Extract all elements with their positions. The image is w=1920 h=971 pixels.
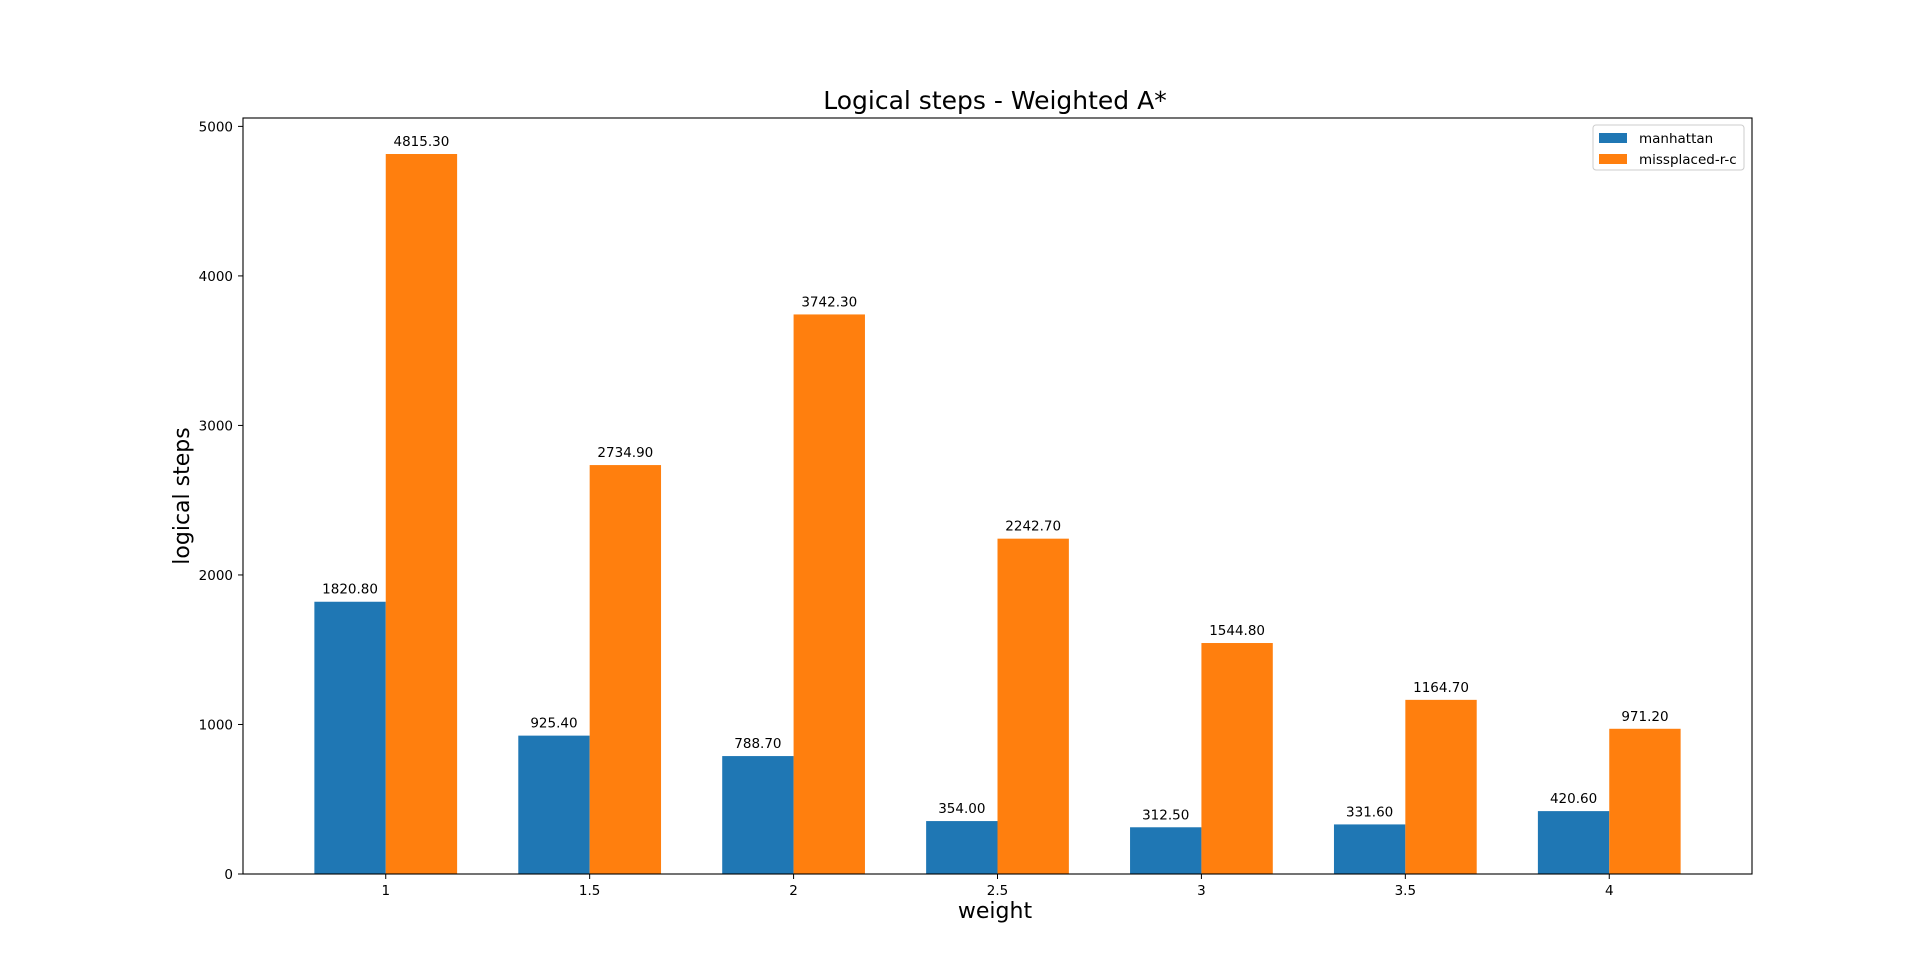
data-label-manhattan-4: 312.50	[1142, 807, 1189, 823]
data-label-missplaced-r-c-6: 971.20	[1621, 709, 1668, 725]
bar-manhattan-6	[1537, 811, 1610, 874]
x-axis-title: weight	[958, 899, 1033, 924]
bar-manhattan-4	[1130, 827, 1202, 874]
bar-manhattan-3	[926, 821, 998, 874]
data-label-manhattan-0: 1820.80	[322, 582, 378, 598]
y-tick-label-4: 4000	[199, 269, 233, 285]
legend-swatch-missplaced-r-c	[1599, 154, 1627, 164]
y-tick-label-1: 1000	[199, 717, 233, 733]
legend-label-missplaced-r-c: missplaced-r-c	[1639, 152, 1737, 168]
bar-manhattan-5	[1333, 824, 1406, 874]
x-tick-label-5: 3.5	[1395, 883, 1416, 899]
bar-missplaced-r-c-5	[1405, 699, 1477, 874]
bar-missplaced-r-c-0	[385, 154, 458, 874]
bar-manhattan-0	[314, 601, 386, 874]
data-label-manhattan-6: 420.60	[1550, 791, 1597, 807]
data-label-missplaced-r-c-0: 4815.30	[394, 134, 450, 150]
data-labels-layer: 1820.80 925.40 788.70 354.00 312.50 331.60 420…	[322, 134, 1668, 823]
x-tick-label-1: 1.5	[579, 883, 600, 899]
x-tick-label-6: 4	[1605, 883, 1614, 899]
bar-manhattan-2	[722, 756, 794, 874]
y-tick-label-5: 5000	[199, 119, 233, 135]
data-label-missplaced-r-c-2: 3742.30	[801, 294, 857, 310]
bar-missplaced-r-c-3	[997, 538, 1069, 874]
bar-missplaced-r-c-2	[793, 314, 865, 874]
y-tick-label-3: 3000	[199, 418, 233, 434]
x-tick-label-0: 1	[381, 883, 390, 899]
x-tick-label-3: 2.5	[987, 883, 1008, 899]
data-label-missplaced-r-c-5: 1164.70	[1413, 680, 1469, 696]
legend: manhattan missplaced-r-c	[1592, 124, 1745, 171]
data-label-missplaced-r-c-4: 1544.80	[1209, 623, 1265, 639]
data-label-manhattan-3: 354.00	[938, 801, 985, 817]
data-label-manhattan-2: 788.70	[734, 736, 781, 752]
legend-box	[1592, 124, 1745, 171]
x-tick-label-4: 3	[1197, 883, 1206, 899]
bar-missplaced-r-c-1	[589, 465, 662, 874]
data-label-missplaced-r-c-3: 2242.70	[1005, 519, 1061, 535]
data-label-missplaced-r-c-1: 2734.90	[597, 445, 653, 461]
x-tick-label-2: 2	[789, 883, 798, 899]
data-label-manhattan-1: 925.40	[530, 716, 577, 732]
y-tick-label-2: 2000	[199, 568, 233, 584]
bar-manhattan-1	[518, 735, 590, 874]
bar-missplaced-r-c-4	[1201, 643, 1273, 874]
axes-layer: 0 1000 2000 3000 4000 5000 1 1.5 2 2.5 3 3.5 4	[199, 117, 1753, 899]
y-axis-title: logical steps	[170, 427, 195, 564]
bar-missplaced-r-c-6	[1609, 728, 1681, 874]
legend-swatch-manhattan	[1599, 133, 1627, 143]
y-tick-label-0: 0	[224, 867, 233, 883]
data-label-manhattan-5: 331.60	[1346, 804, 1393, 820]
legend-label-manhattan: manhattan	[1639, 131, 1713, 147]
chart-title: Logical steps - Weighted A*	[823, 86, 1166, 115]
bars-layer	[314, 154, 1681, 874]
